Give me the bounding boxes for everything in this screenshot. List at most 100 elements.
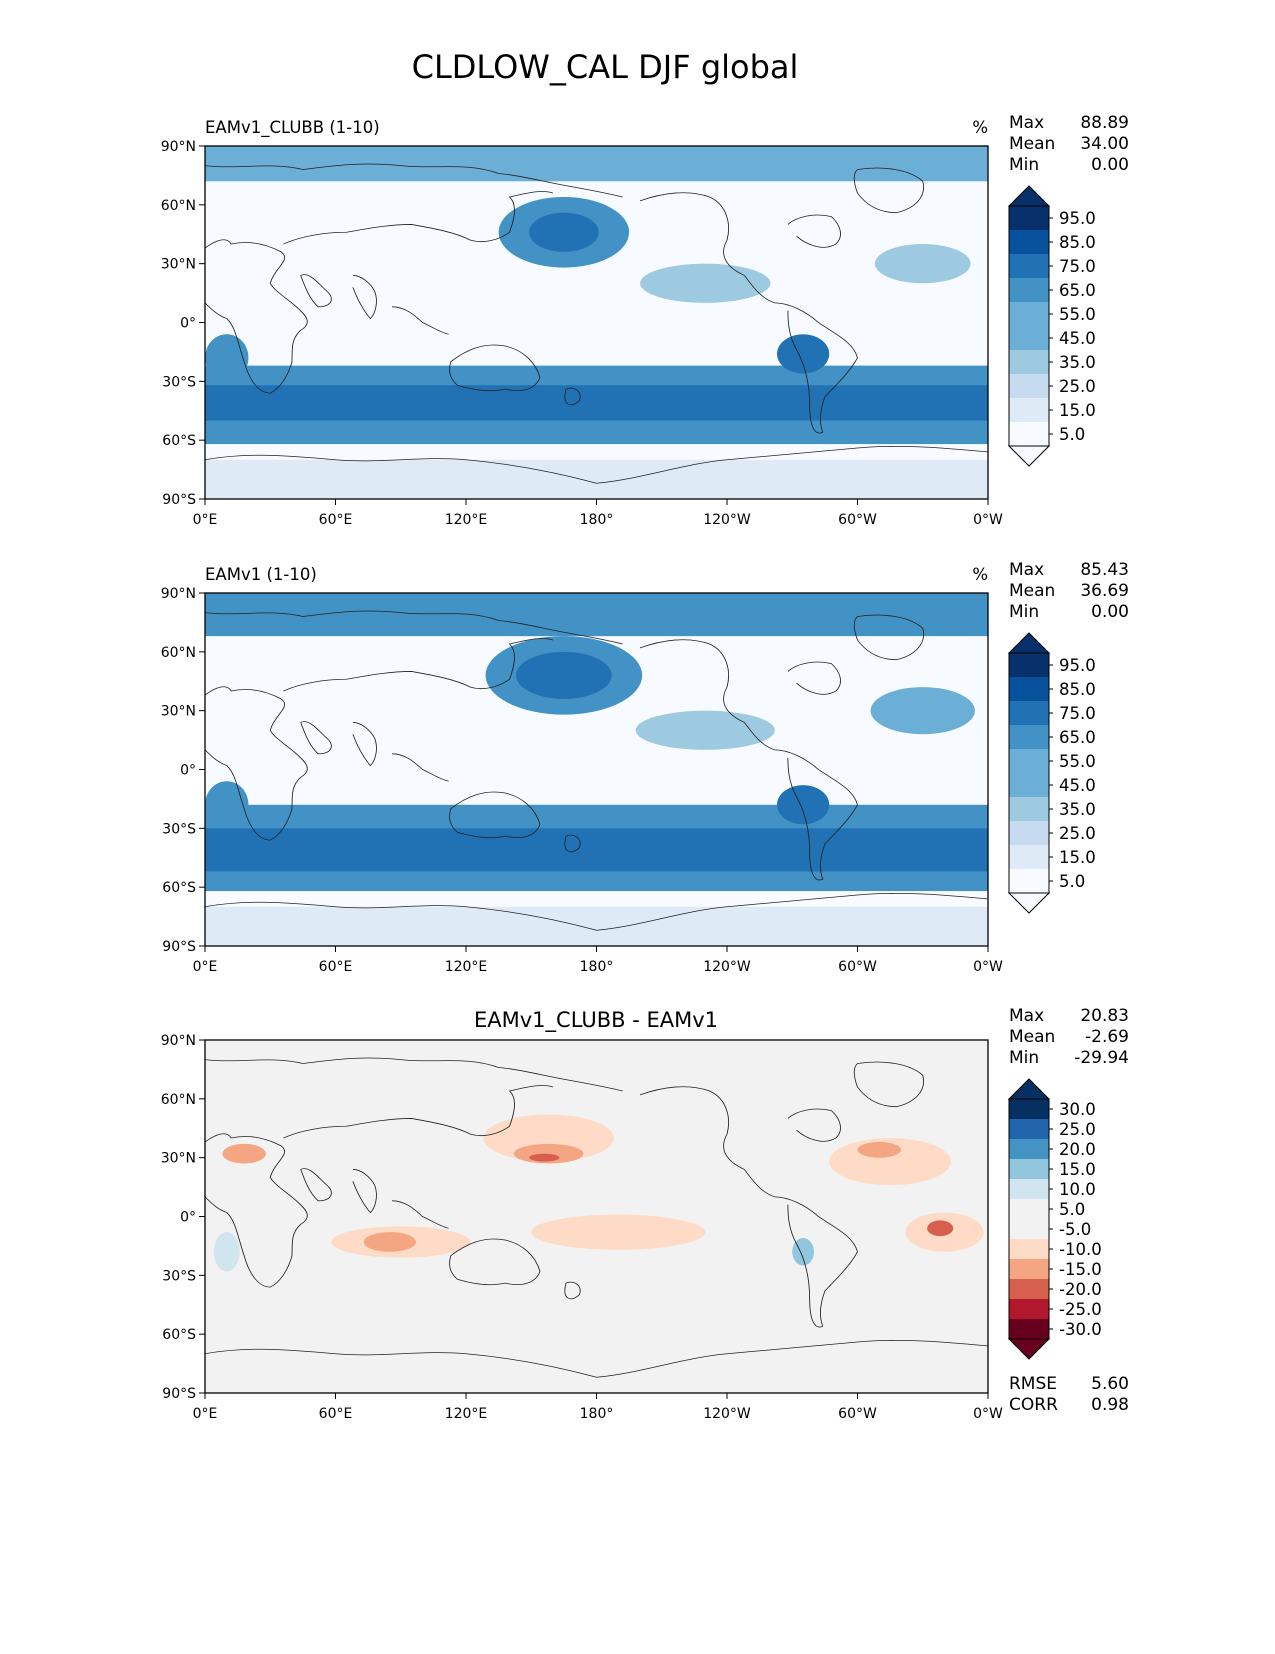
panel-3-metrics: RMSE 5.60 CORR 0.98 [1009,1374,1129,1415]
colorbar-tick-label: 45.0 [1059,776,1096,795]
colorbar-tick-label: 35.0 [1059,353,1096,372]
colorbar-swatch [1009,422,1049,447]
panel-2-min-value: 0.00 [1091,602,1129,622]
lat-tick-label: 60°S [162,880,196,896]
panel-3-max-label: Max [1009,1006,1044,1026]
panel-1-arctic-band [205,146,988,182]
colorbar-extend-bottom [1007,445,1051,467]
lon-tick-label: 180° [580,512,614,528]
panel-2: EAMv1 (1-10) % 90°N60°N30°N0°30°S60°S90°… [161,560,1129,975]
panel-3-field [203,1056,990,1379]
panel-1-min-value: 0.00 [1091,155,1129,175]
panel-2-npacific-core [516,651,612,699]
panel-3-indian-diff-core [363,1232,416,1252]
colorbar-tick-label: 85.0 [1059,233,1096,252]
colorbar-extend-top [1007,1078,1051,1100]
colorbar-tick-label: 65.0 [1059,728,1096,747]
colorbar-swatch [1009,1119,1049,1140]
colorbar-tick-label: 35.0 [1059,800,1096,819]
panel-1-title: EAMv1_CLUBB (1-10) [205,118,380,138]
panel-2-arctic-band [205,593,988,637]
colorbar-swatch [1009,773,1049,798]
lon-tick-label: 60°W [838,512,877,528]
lon-tick-label: 0°W [973,1406,1003,1422]
lon-tick-label: 120°W [703,959,751,975]
lat-tick-label: 90°S [162,939,196,955]
colorbar-tick-label: 30.0 [1059,1100,1096,1119]
panel-3-min-value: -29.94 [1074,1048,1129,1068]
panel-3-min-label: Min [1009,1048,1039,1068]
panel-2-field [203,593,990,946]
panel-1-min-label: Min [1009,155,1039,175]
lon-tick-label: 120°E [445,512,488,528]
panel-2-max-label: Max [1009,560,1044,580]
panel-2-lon-axis: 0°E 60°E 120°E 180° 120°W 60°W 0°W [193,946,1003,975]
lat-tick-label: 0° [180,1210,196,1226]
lat-tick-label: 90°S [162,492,196,508]
colorbar-swatch [1009,254,1049,279]
panel-2-stats: Max 85.43 Mean 36.69 Min 0.00 [1009,560,1129,622]
colorbar-swatch [1009,1139,1049,1160]
lon-tick-label: 0°E [193,1406,218,1422]
panel-3-med-diff [222,1143,266,1164]
lat-tick-label: 30°N [161,257,196,273]
panel-1-field [203,146,990,499]
colorbar-tick-label: 15.0 [1059,848,1096,867]
panel-3-title: EAMv1_CLUBB - EAMv1 [474,1008,718,1033]
panel-1-mean-label: Mean [1009,134,1055,154]
colorbar-swatch [1009,1099,1049,1120]
colorbar-extend-bottom [1007,1338,1051,1360]
panel-1-california-cloud [640,263,771,303]
panel-1-max-label: Max [1009,113,1044,133]
lon-tick-label: 120°W [703,1406,751,1422]
panel-3-natlantic-diff-core [857,1141,901,1158]
lat-tick-label: 30°S [162,374,196,390]
colorbar-tick-label: 75.0 [1059,257,1096,276]
lon-tick-label: 0°E [193,959,218,975]
colorbar-swatch [1009,749,1049,774]
panel-1-mean-value: 34.00 [1080,134,1129,154]
lon-tick-label: 0°E [193,512,218,528]
colorbar-tick-label: 55.0 [1059,752,1096,771]
lon-tick-label: 60°E [319,1406,353,1422]
panel-2-peru-stratocu [777,785,830,825]
panel-1-southern-core [205,385,988,421]
lon-tick-label: 60°W [838,959,877,975]
colorbar-swatch [1009,1219,1049,1240]
panel-1-map-background [205,146,988,499]
lat-tick-label: 90°N [161,139,196,155]
lat-tick-label: 60°N [161,198,196,214]
lat-tick-label: 30°S [162,821,196,837]
colorbar-extend-bottom [1007,892,1051,914]
colorbar-outline [1008,1098,1050,1340]
colorbar-swatch [1009,1239,1049,1260]
colorbar-swatch [1009,374,1049,399]
lon-tick-label: 180° [580,1406,614,1422]
panel-3-rmse-label: RMSE [1009,1374,1057,1394]
panel-1-colorbar: 95.0 85.0 75.0 65.0 55.0 45.0 35.0 25.0 15.0 5.0 [1007,185,1096,467]
panel-3-max-value: 20.83 [1080,1006,1129,1026]
colorbar-outline [1008,652,1050,894]
panel-2-mean-value: 36.69 [1080,581,1129,601]
panel-2-colorbar: 95.0 85.0 75.0 65.0 55.0 45.0 35.0 25.0 15.0 5.0 [1007,632,1096,914]
panel-2-map [203,592,990,947]
lat-tick-label: 30°N [161,704,196,720]
colorbar-swatch [1009,725,1049,750]
colorbar-swatch [1009,677,1049,702]
lat-tick-label: 60°N [161,1092,196,1108]
colorbar-swatch [1009,1319,1049,1340]
panel-3-corr-label: CORR [1009,1395,1058,1415]
panel-3-colorbar: 30.025.020.015.010.05.0-5.0-10.0-15.0-20… [1007,1078,1102,1360]
panel-1-npacific-core [529,212,599,252]
panel-1-namibia-stratocu [205,334,249,382]
lon-tick-label: 60°W [838,1406,877,1422]
lon-tick-label: 120°W [703,512,751,528]
colorbar-tick-label: 15.0 [1059,401,1096,420]
panel-3-npacific-diff-peak [529,1153,560,1162]
panel-3-npacific-diff [483,1114,614,1162]
panel-2-natlantic-cloud [870,687,975,735]
panel-2-california-cloud [635,710,775,750]
panel-2-southern-core [205,828,988,872]
colorbar-swatch [1009,398,1049,423]
